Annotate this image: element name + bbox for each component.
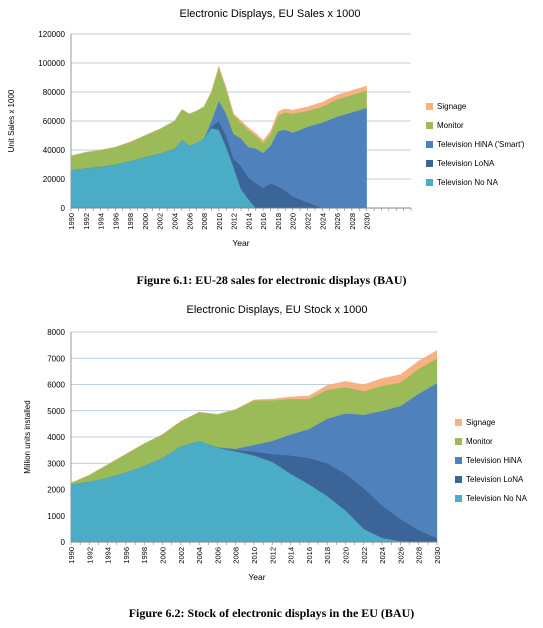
x-tick-label: 2008: [200, 213, 209, 230]
x-tick-label: 2022: [360, 547, 369, 564]
legend-label-2: Television HiNA ('Smart'): [437, 140, 525, 149]
y-tick-label: 0: [61, 204, 66, 213]
y-tick-label: 5000: [47, 407, 65, 416]
x-tick-label: 2000: [159, 547, 168, 564]
y-tick-label: 3000: [47, 459, 65, 468]
area-series-4: [70, 350, 438, 484]
x-tick-label: 2006: [185, 213, 194, 230]
x-tick-label: 2018: [274, 213, 283, 230]
y-tick-label: 60000: [43, 117, 66, 126]
x-tick-label: 2022: [304, 213, 313, 230]
x-tick-label: 1998: [126, 213, 135, 230]
y-tick-label: 100000: [38, 59, 65, 68]
legend-swatch-3: [455, 438, 462, 445]
x-tick-label: 2028: [415, 547, 424, 564]
legend-label-0: Television No NA: [437, 178, 499, 187]
x-tick-label: 2008: [232, 547, 241, 564]
legend-label-3: Monitor: [466, 437, 493, 446]
y-tick-label: 0: [61, 538, 66, 547]
legend-label-0: Television No NA: [466, 494, 528, 503]
x-tick-label: 1994: [104, 547, 113, 564]
y-tick-label: 7000: [47, 354, 65, 363]
legend-swatch-3: [426, 122, 433, 129]
x-tick-label: 1994: [97, 213, 106, 230]
x-tick-label: 2016: [305, 547, 314, 564]
x-tick-label: 2014: [287, 547, 296, 564]
figure-caption-sales: Figure 6.1: EU-28 sales for electronic d…: [136, 273, 407, 287]
x-tick-label: 2026: [333, 213, 342, 230]
x-axis-title: Year: [248, 572, 265, 582]
y-tick-label: 20000: [43, 175, 66, 184]
x-tick-label: 2020: [342, 547, 351, 564]
chart-title: Electronic Displays, EU Stock x 1000: [187, 304, 368, 316]
x-tick-label: 2024: [378, 547, 387, 564]
stock-chart: Electronic Displays, EU Stock x 1000 0 100…: [23, 304, 528, 582]
x-tick-label: 2000: [141, 213, 150, 230]
y-tick-label: 1000: [47, 512, 65, 521]
y-tick-label: 8000: [47, 328, 65, 337]
x-tick-label: 1996: [122, 547, 131, 564]
x-tick-label: 2020: [289, 213, 298, 230]
x-tick-label: 2026: [396, 547, 405, 564]
x-tick-label: 2030: [433, 547, 442, 564]
legend-swatch-2: [426, 141, 433, 148]
y-tick-label: 2000: [47, 486, 65, 495]
x-tick-label: 2030: [363, 213, 372, 230]
legend-swatch-0: [426, 179, 433, 186]
x-tick-label: 1998: [140, 547, 149, 564]
legend-label-3: Monitor: [437, 121, 464, 130]
x-tick-label: 2002: [177, 547, 186, 564]
x-tick-label: 2004: [170, 213, 179, 230]
x-tick-label: 2016: [259, 213, 268, 230]
figure-caption-stock: Figure 6.2: Stock of electronic displays…: [128, 606, 415, 620]
chart-title: Electronic Displays, EU Sales x 1000: [180, 8, 361, 20]
x-tick-label: 1996: [111, 213, 120, 230]
x-tick-label: 2024: [318, 213, 327, 230]
x-tick-label: 1990: [67, 213, 76, 230]
x-axis-title: Year: [232, 238, 249, 248]
y-tick-label: 6000: [47, 381, 65, 390]
area-series-4: [70, 65, 367, 156]
x-tick-label: 2004: [195, 547, 204, 564]
legend-label-2: Television HiNA: [466, 456, 523, 465]
legend-swatch-1: [455, 476, 462, 483]
legend-swatch-2: [455, 457, 462, 464]
x-tick-label: 1990: [67, 547, 76, 564]
x-tick-label: 2010: [215, 213, 224, 230]
x-tick-label: 1992: [82, 213, 91, 230]
legend-label-1: Television LoNA: [466, 475, 524, 484]
x-tick-label: 2006: [213, 547, 222, 564]
legend-label-1: Television LoNA: [437, 159, 495, 168]
x-tick-label: 2018: [323, 547, 332, 564]
y-tick-label: 4000: [47, 433, 65, 442]
sales-chart: Electronic Displays, EU Sales x 1000 0 200…: [7, 8, 525, 248]
legend-swatch-4: [426, 103, 433, 110]
y-tick-label: 80000: [43, 88, 66, 97]
legend-swatch-1: [426, 160, 433, 167]
x-tick-label: 2014: [244, 213, 253, 230]
legend-label-4: Signage: [466, 418, 496, 427]
y-tick-label: 120000: [38, 30, 65, 39]
y-axis-title: Unit Sales x 1000: [7, 89, 16, 152]
x-tick-label: 2010: [250, 547, 259, 564]
legend-swatch-4: [455, 419, 462, 426]
x-tick-label: 2002: [156, 213, 165, 230]
x-tick-label: 2012: [268, 547, 277, 564]
legend-swatch-0: [455, 495, 462, 502]
x-tick-label: 1992: [85, 547, 94, 564]
legend-label-4: Signage: [437, 102, 467, 111]
y-tick-label: 40000: [43, 146, 66, 155]
y-axis-title: Million units installed: [23, 400, 32, 473]
x-tick-label: 2012: [230, 213, 239, 230]
x-tick-label: 2028: [348, 213, 357, 230]
